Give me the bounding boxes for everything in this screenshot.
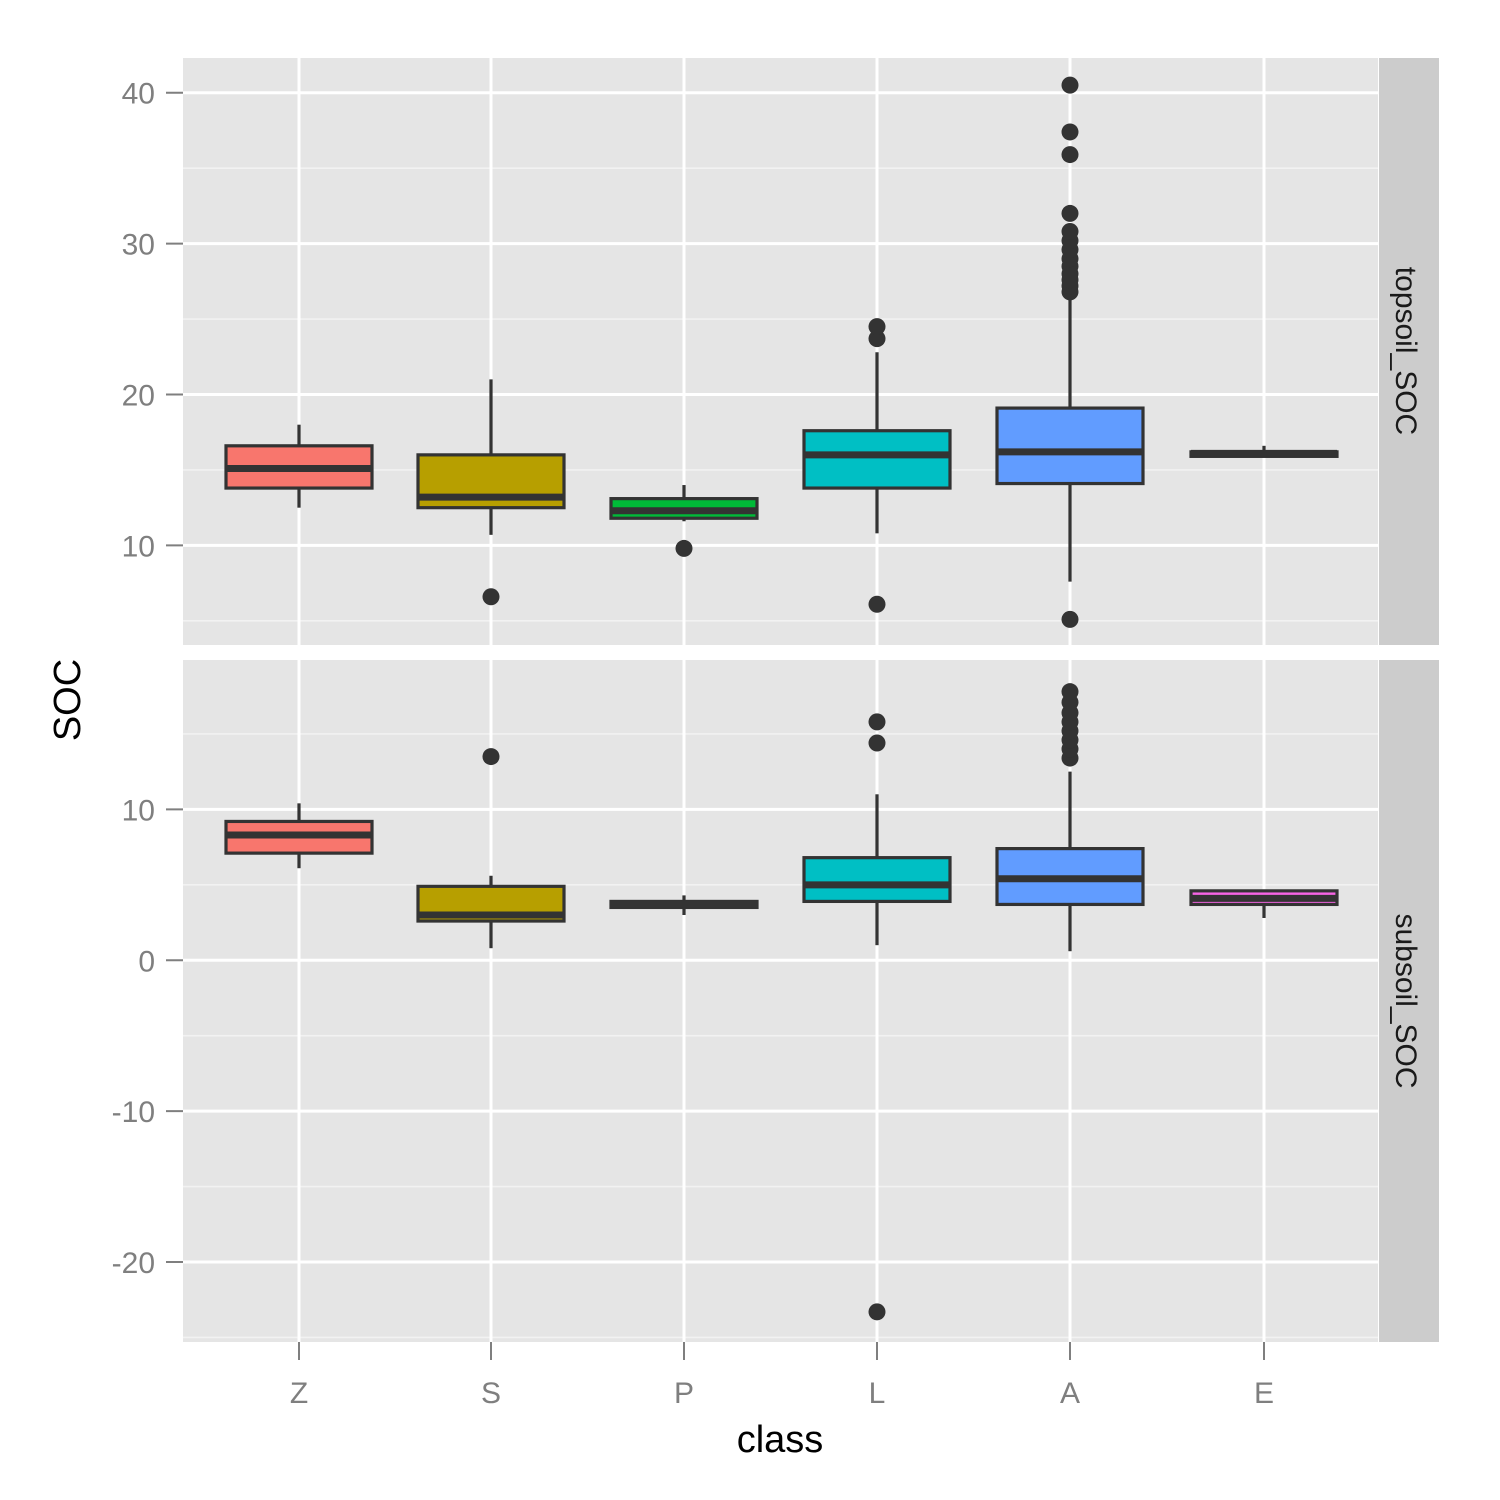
x-tick-label: S [481,1377,501,1410]
box-P [609,895,759,915]
outlier-point [1061,146,1079,164]
outlier-point [868,595,886,613]
box-S [416,379,566,606]
y-axis-topsoil: 10 20 30 40 [122,78,183,563]
box-A [995,76,1145,628]
x-tick-label: L [869,1377,886,1410]
box-E [1189,889,1339,919]
box-P [609,485,759,557]
outlier-point [1061,76,1079,94]
box-iqr [802,856,952,904]
outlier-point [1061,204,1079,222]
outlier-point [1061,123,1079,141]
y-axis-title: SOC [47,659,89,741]
y-tick-label: 30 [122,229,155,262]
y-tick-label: 0 [138,945,155,978]
outlier-point [868,713,886,731]
box-iqr [995,406,1145,486]
outlier-point [868,318,886,336]
y-tick-label: 10 [122,794,155,827]
y-tick-label: 10 [122,530,155,563]
y-tick-label: -20 [112,1247,155,1280]
outlier-point [868,330,886,348]
y-tick-label: -10 [112,1096,155,1129]
outlier-point [482,748,500,766]
outlier-point [1061,683,1079,701]
panel-subsoil [183,660,1378,1342]
x-tick-label: P [674,1377,694,1410]
y-axis-subsoil: -20 -10 0 10 [112,794,183,1280]
outlier-point [482,588,500,606]
panel-background [183,660,1378,1342]
panel-topsoil [183,58,1378,645]
strip-label-subsoil: subsoil_SOC [1389,913,1422,1088]
box-iqr [802,429,952,490]
strip-label-topsoil: topsoil_SOC [1389,267,1422,435]
box-L [802,318,952,613]
x-axis-title: class [737,1419,824,1461]
x-tick-label: E [1254,1377,1274,1410]
outlier-point [1061,223,1079,241]
box-S [416,748,566,949]
outlier-point [675,539,693,557]
panel-background [183,58,1378,645]
box-Z [224,424,374,508]
strip-subsoil: subsoil_SOC [1379,660,1439,1342]
box-E [1189,445,1339,458]
box-Z [224,803,374,869]
y-tick-label: 40 [122,78,155,111]
x-tick-label: Z [290,1377,308,1410]
outlier-point [868,1303,886,1321]
strip-topsoil: topsoil_SOC [1379,58,1439,645]
box-A [995,683,1145,952]
box-L [802,713,952,1321]
outlier-point [868,734,886,752]
outlier-point [1061,610,1079,628]
y-tick-label: 20 [122,380,155,413]
x-tick-label: A [1060,1377,1080,1410]
